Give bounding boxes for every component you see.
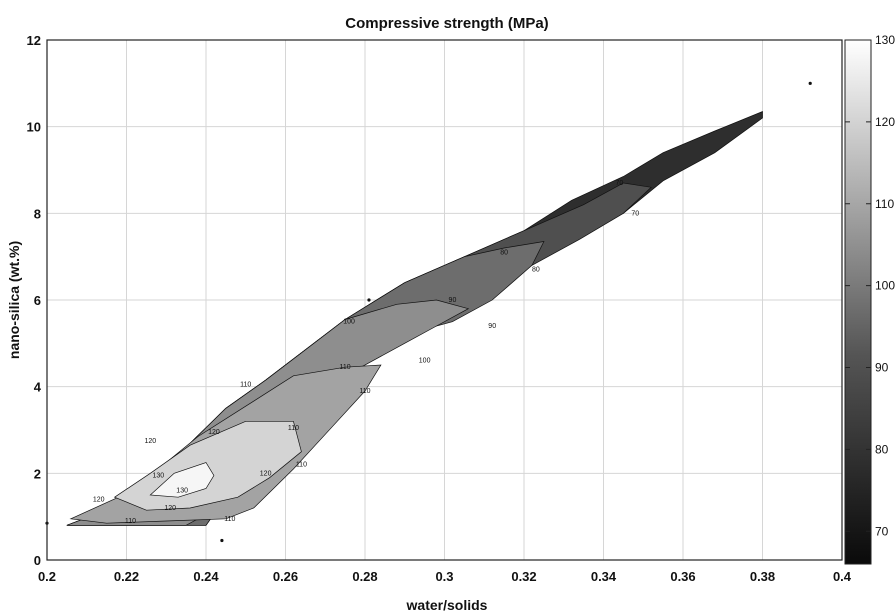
x-tick-label: 0.24 — [193, 569, 219, 584]
contour-label: 110 — [359, 388, 370, 395]
x-axis-label: water/solids — [406, 597, 488, 613]
y-tick-label: 2 — [34, 466, 41, 481]
contour-label: 110 — [125, 518, 136, 525]
contour-label: 120 — [260, 470, 272, 477]
contour-label: 120 — [145, 438, 157, 445]
contour-label: 100 — [343, 319, 355, 326]
chart-title: Compressive strength (MPa) — [345, 15, 548, 32]
contour-label: 130 — [152, 473, 164, 480]
plot-frame — [46, 39, 843, 561]
y-tick-label: 0 — [34, 553, 41, 568]
colorbar-tick-label: 100 — [875, 279, 895, 293]
x-tick-label: 0.34 — [591, 569, 617, 584]
x-tick-label: 0.38 — [750, 569, 775, 584]
colorbar — [844, 39, 872, 565]
data-point — [220, 538, 224, 543]
colorbar-tick-label: 90 — [875, 361, 889, 375]
contour-region-128 — [149, 462, 215, 498]
contour-label: 120 — [164, 505, 176, 512]
x-tick-label: 0.3 — [435, 569, 453, 584]
y-axis-label: nano-silica (wt.%) — [6, 241, 22, 359]
contour-label: 110 — [240, 382, 251, 389]
contour-label: 80 — [500, 249, 508, 256]
contour-label: 90 — [488, 323, 496, 330]
contour-label: 110 — [288, 425, 299, 432]
x-tick-label: 0.4 — [833, 569, 852, 584]
colorbar-tick-label: 70 — [875, 524, 889, 538]
colorbar-tick-label: 120 — [875, 115, 895, 129]
contour-regions — [66, 110, 763, 526]
y-tick-label: 8 — [34, 206, 41, 221]
data-points — [45, 81, 812, 543]
x-tick-label: 0.28 — [352, 569, 377, 584]
x-tick-label: 0.32 — [511, 569, 536, 584]
contour-label: 110 — [296, 462, 307, 469]
contour-label: 70 — [631, 210, 639, 217]
contour-label: 70 — [616, 180, 624, 187]
y-tick-label: 10 — [27, 120, 41, 135]
x-tick-labels: 0.2 0.22 0.24 0.26 0.28 0.3 0.32 0.34 0.36 0.38 0.… — [38, 569, 852, 584]
contour-label: 90 — [449, 297, 457, 304]
x-tick-label: 0.36 — [670, 569, 695, 584]
x-tick-label: 0.26 — [273, 569, 298, 584]
contour-label: 110 — [340, 364, 351, 371]
contour-label: 100 — [419, 358, 431, 365]
contour-label: 120 — [208, 429, 220, 436]
colorbar-tick-label: 110 — [875, 197, 894, 211]
y-tick-label: 4 — [34, 380, 42, 395]
y-tick-labels: 0 2 4 6 8 10 12 — [27, 33, 42, 568]
colorbar-tick-label: 80 — [875, 442, 889, 456]
colorbar-tick-label: 130 — [875, 33, 895, 47]
contour-label: 110 — [224, 516, 235, 523]
contour-labels: 110 120 110 120 130 130 120 120 120 110 110 110 110 1… — [93, 180, 639, 525]
colorbar-ticks: 70 80 90 100 110 120 130 — [845, 33, 895, 538]
contour-label: 120 — [93, 496, 105, 503]
y-tick-label: 12 — [27, 33, 41, 48]
contour-label: 80 — [532, 267, 540, 274]
contour-label: 130 — [176, 488, 188, 495]
data-point — [808, 81, 812, 85]
x-tick-label: 0.2 — [38, 569, 56, 584]
x-tick-label: 0.22 — [114, 569, 139, 584]
y-tick-label: 6 — [34, 293, 41, 308]
data-point — [367, 298, 371, 302]
